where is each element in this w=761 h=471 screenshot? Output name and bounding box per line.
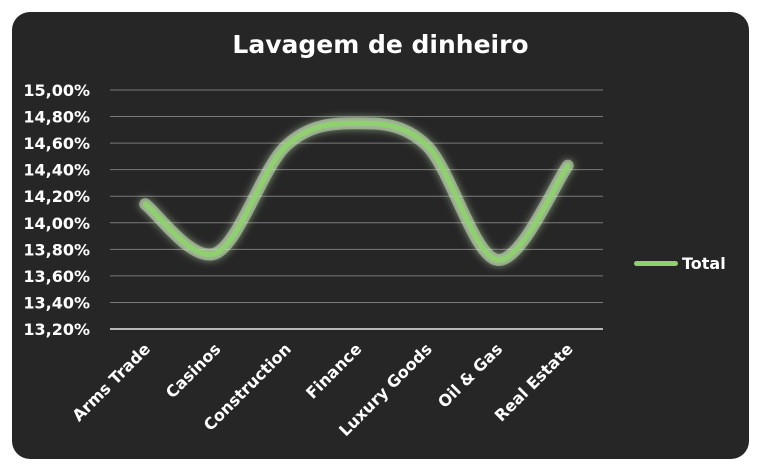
y-tick-label: 13,20%	[23, 320, 90, 339]
legend-label: Total	[682, 254, 726, 273]
x-tick-label: Finance	[302, 339, 365, 402]
y-tick-label: 13,60%	[23, 267, 90, 286]
x-tick-label: Casinos	[162, 339, 225, 402]
series-lines	[139, 117, 574, 266]
y-tick-label: 15,00%	[23, 81, 90, 100]
y-tick-label: 14,60%	[23, 134, 90, 153]
legend-swatch	[634, 261, 678, 266]
x-tick-label: Arms Trade	[68, 339, 154, 425]
series-line-0	[142, 120, 571, 263]
y-tick-label: 14,20%	[23, 187, 90, 206]
y-tick-label: 13,40%	[23, 293, 90, 312]
y-tick-label: 14,00%	[23, 214, 90, 233]
grid-lines	[110, 89, 603, 330]
series-glow	[139, 117, 574, 266]
y-tick-label: 14,40%	[23, 161, 90, 180]
y-axis-ticks: 15,00% 14,80% 14,60% 14,40% 14,20% 14,00% 13,8…	[23, 81, 90, 339]
legend: Total	[634, 254, 726, 273]
y-tick-label: 13,80%	[23, 240, 90, 259]
x-tick-label: Oil & Gas	[434, 339, 506, 411]
y-tick-label: 14,80%	[23, 108, 90, 127]
chart-title: Lavagem de dinheiro	[232, 30, 529, 59]
chart-card: Lavagem de dinheiro Total	[12, 12, 749, 459]
